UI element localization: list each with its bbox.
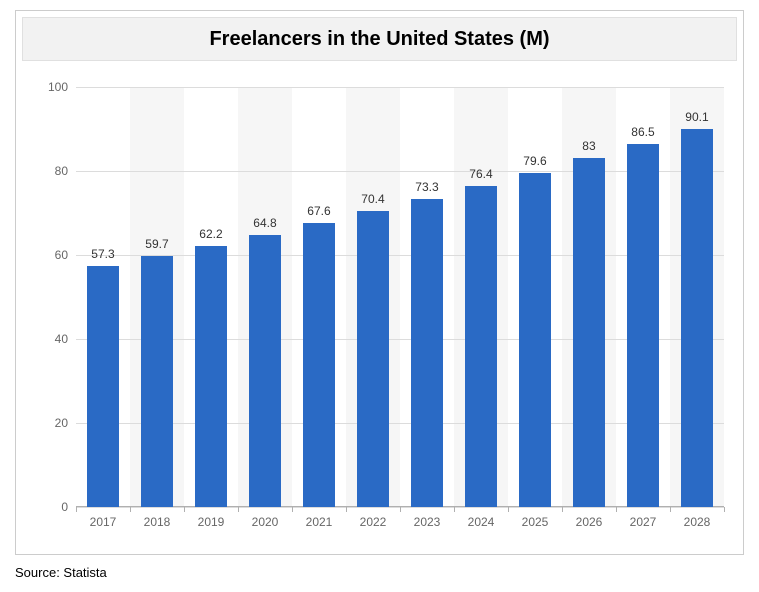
y-tick-label: 80 [55, 164, 68, 178]
x-tick [76, 507, 77, 512]
x-tick [454, 507, 455, 512]
bar: 90.1 [681, 129, 712, 507]
x-tick [346, 507, 347, 512]
x-tick-label: 2019 [198, 515, 225, 529]
x-tick-label: 2022 [360, 515, 387, 529]
y-tick-label: 40 [55, 332, 68, 346]
x-tick [616, 507, 617, 512]
x-tick-label: 2026 [576, 515, 603, 529]
x-tick [238, 507, 239, 512]
bar: 57.3 [87, 266, 118, 507]
x-tick [562, 507, 563, 512]
x-tick-label: 2028 [684, 515, 711, 529]
bar-value-label: 70.4 [361, 192, 384, 206]
chart-title: Freelancers in the United States (M) [209, 28, 549, 51]
bar-value-label: 59.7 [145, 237, 168, 251]
bar-value-label: 64.8 [253, 216, 276, 230]
bar: 79.6 [519, 173, 550, 507]
x-tick-label: 2017 [90, 515, 117, 529]
source-text: Source: Statista [15, 565, 107, 580]
y-tick-label: 0 [61, 500, 68, 514]
bar: 64.8 [249, 235, 280, 507]
chart-title-bar: Freelancers in the United States (M) [22, 17, 737, 61]
bar-value-label: 79.6 [523, 154, 546, 168]
x-tick [724, 507, 725, 512]
x-tick [508, 507, 509, 512]
plot-area: 02040608010057.3201759.7201862.2201964.8… [76, 87, 724, 507]
y-tick-label: 60 [55, 248, 68, 262]
bar: 76.4 [465, 186, 496, 507]
x-tick-label: 2018 [144, 515, 171, 529]
x-tick-label: 2027 [630, 515, 657, 529]
x-tick [670, 507, 671, 512]
x-tick [400, 507, 401, 512]
bar: 86.5 [627, 144, 658, 507]
bar-value-label: 67.6 [307, 204, 330, 218]
x-tick [130, 507, 131, 512]
bar-value-label: 57.3 [91, 247, 114, 261]
x-tick-label: 2023 [414, 515, 441, 529]
x-tick-label: 2021 [306, 515, 333, 529]
bar-value-label: 90.1 [685, 110, 708, 124]
x-tick [184, 507, 185, 512]
bar-value-label: 73.3 [415, 180, 438, 194]
x-tick-label: 2024 [468, 515, 495, 529]
bar: 73.3 [411, 199, 442, 507]
bar: 67.6 [303, 223, 334, 507]
bar-value-label: 76.4 [469, 167, 492, 181]
bar-value-label: 86.5 [631, 125, 654, 139]
bar-value-label: 62.2 [199, 227, 222, 241]
x-tick-label: 2025 [522, 515, 549, 529]
chart-container: Freelancers in the United States (M) 020… [15, 10, 744, 555]
y-tick-label: 100 [48, 80, 68, 94]
bar: 70.4 [357, 211, 388, 507]
bar-value-label: 83 [582, 139, 595, 153]
bar: 59.7 [141, 256, 172, 507]
bar: 83 [573, 158, 604, 507]
x-tick-label: 2020 [252, 515, 279, 529]
bar: 62.2 [195, 246, 226, 507]
y-tick-label: 20 [55, 416, 68, 430]
grid-line [76, 87, 724, 88]
x-tick [292, 507, 293, 512]
